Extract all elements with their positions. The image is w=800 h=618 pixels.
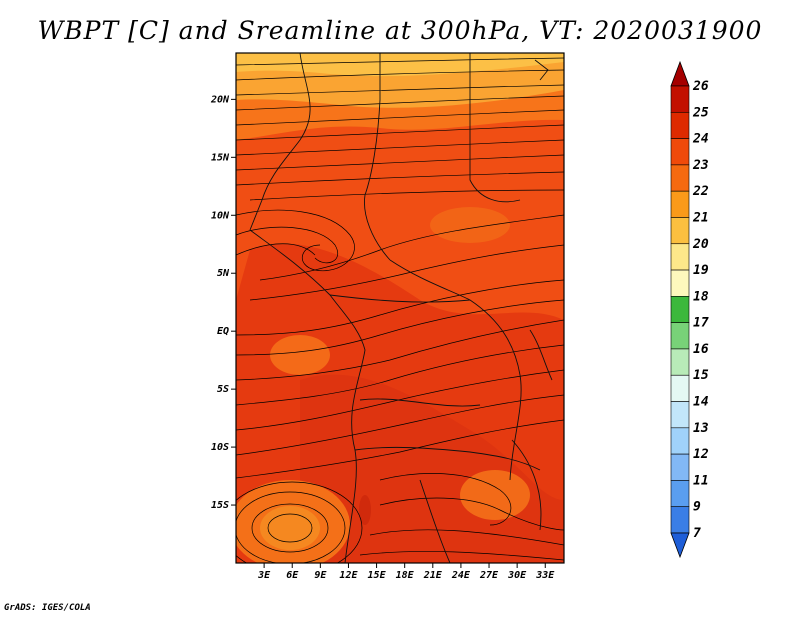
latitude-axis: 20N 15N 10N 5N EQ 5S 10S 15S bbox=[210, 94, 236, 511]
colorbar-swatch bbox=[670, 348, 690, 376]
colorbar-label: 9 bbox=[693, 500, 701, 515]
colorbar-label: 24 bbox=[692, 132, 709, 147]
map-frame bbox=[235, 52, 565, 564]
lon-tick-label: 18E bbox=[396, 570, 415, 581]
colorbar-label: 17 bbox=[693, 316, 709, 331]
colorbar-label: 7 bbox=[693, 526, 701, 541]
colorbar-swatch bbox=[670, 322, 690, 350]
lon-tick-label: 24E bbox=[451, 570, 471, 581]
colorbar-label: 12 bbox=[693, 447, 709, 462]
lon-tick-label: 12E bbox=[339, 570, 358, 581]
lat-tick-label: 5N bbox=[217, 268, 230, 279]
colorbar-swatch bbox=[670, 111, 690, 139]
wbpt-field bbox=[236, 53, 564, 563]
colorbar-bottom-arrow bbox=[670, 532, 690, 559]
lat-tick-label: EQ bbox=[217, 326, 229, 337]
colorbar-swatch bbox=[670, 401, 690, 429]
country-borders bbox=[249, 53, 553, 563]
colorbar-label: 22 bbox=[692, 184, 709, 199]
colorbar-swatch bbox=[670, 190, 690, 218]
lon-tick-label: 27E bbox=[479, 570, 499, 581]
colorbar-label: 19 bbox=[693, 263, 709, 278]
colorbar-label: 18 bbox=[693, 289, 709, 304]
lat-tick-label: 15N bbox=[211, 152, 230, 163]
lat-tick-label: 10S bbox=[211, 442, 229, 453]
colorbar-label: 23 bbox=[692, 158, 709, 173]
colorbar-swatch bbox=[670, 85, 690, 113]
colorbar-top-arrow bbox=[670, 60, 690, 87]
colorbar-label: 26 bbox=[692, 79, 709, 94]
colorbar-label: 20 bbox=[692, 237, 709, 252]
lat-tick-label: 20N bbox=[210, 94, 230, 105]
colorbar-swatch bbox=[670, 217, 690, 245]
lat-tick-label: 15S bbox=[211, 500, 229, 511]
lon-tick-label: 3E bbox=[257, 570, 271, 581]
colorbar-swatch bbox=[670, 138, 690, 166]
colorbar-swatch bbox=[670, 374, 690, 402]
colorbar-label: 15 bbox=[693, 368, 709, 383]
credit-text: GrADS: IGES/COLA bbox=[4, 603, 91, 613]
lon-tick-label: 6E bbox=[286, 570, 299, 581]
map-title: WBPT [C] and Sreamline at 300hPa, VT: 20… bbox=[37, 16, 763, 45]
lat-tick-label: 10N bbox=[211, 210, 230, 221]
lon-tick-label: 30E bbox=[507, 570, 527, 581]
colorbar-swatch bbox=[670, 269, 690, 297]
lon-tick-label: 15E bbox=[368, 570, 387, 581]
colorbar-label: 11 bbox=[693, 473, 709, 488]
colorbar-swatch bbox=[670, 243, 690, 271]
colorbar-label: 16 bbox=[693, 342, 709, 357]
lon-tick-label: 9E bbox=[314, 570, 327, 581]
colorbar-label: 25 bbox=[692, 105, 709, 120]
colorbar-swatch bbox=[670, 164, 690, 192]
colorbar-swatch bbox=[670, 296, 690, 323]
colorbar-label: 21 bbox=[692, 210, 709, 225]
colorbar-swatch bbox=[670, 427, 690, 455]
longitude-axis: 3E 6E 9E 12E 15E 18E 21E 24E 27E 30E 33E bbox=[257, 563, 555, 581]
colorbar-label: 13 bbox=[693, 421, 709, 436]
lon-tick-label: 33E bbox=[535, 570, 555, 581]
colorbar-swatch bbox=[670, 480, 690, 508]
colorbar-swatch bbox=[670, 506, 690, 534]
lon-tick-label: 21E bbox=[423, 570, 443, 581]
colorbar-label: 14 bbox=[693, 395, 709, 410]
lat-tick-label: 5S bbox=[217, 384, 229, 395]
colorbar-swatch bbox=[670, 453, 690, 481]
